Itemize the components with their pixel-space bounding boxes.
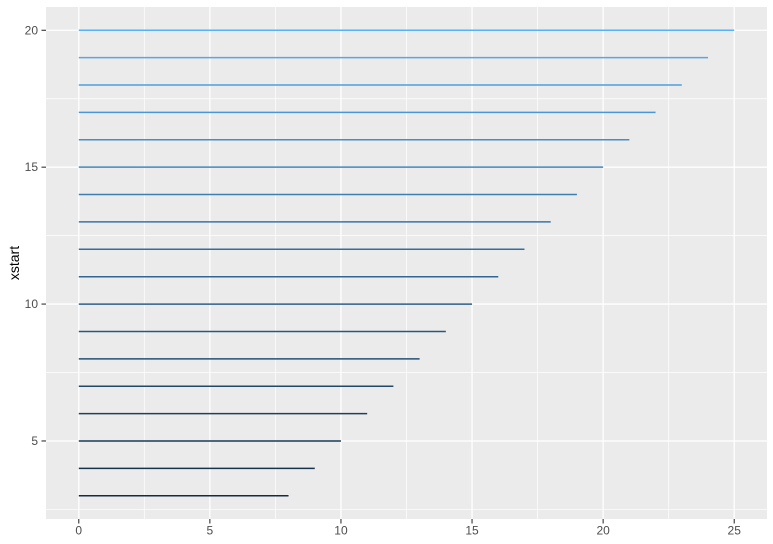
x-tick-label: 0 [75, 524, 82, 538]
x-tick-label: 25 [728, 524, 742, 538]
x-tick-label: 10 [334, 524, 348, 538]
y-axis-title: xstart [6, 245, 22, 281]
y-tick-label: 10 [25, 297, 39, 311]
x-tick-label: 15 [465, 524, 479, 538]
x-tick-label: 20 [596, 524, 610, 538]
y-tick-label: 20 [25, 23, 39, 37]
y-tick-label: 15 [25, 160, 39, 174]
y-tick-label: 5 [31, 434, 38, 448]
x-tick-label: 5 [207, 524, 214, 538]
